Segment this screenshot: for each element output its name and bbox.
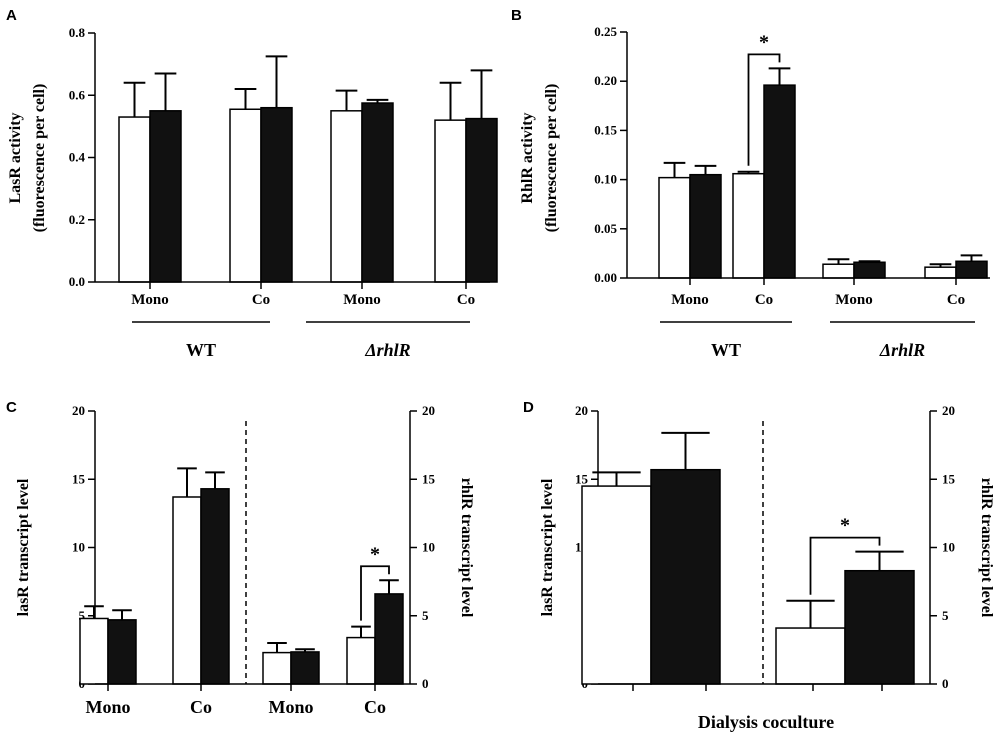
y-tick-label-right: 0 — [942, 676, 949, 691]
bar-white — [262, 651, 292, 685]
y-tick-label-left: 0.2 — [69, 212, 85, 227]
y-axis-label-left: lasR transcript level — [539, 478, 556, 616]
y-tick-label-left: 20 — [575, 403, 588, 418]
x-tick-label: Co — [947, 292, 965, 308]
y-tick-label-left: 0.25 — [594, 24, 617, 39]
y-tick-label-left: 0.15 — [594, 122, 617, 137]
bar-black — [955, 260, 988, 279]
bar-black — [844, 569, 915, 685]
group-label: WT — [186, 340, 216, 360]
x-tick-label: Mono — [86, 697, 131, 717]
y-tick-label-right: 10 — [942, 540, 955, 555]
significance-star: * — [840, 515, 850, 537]
significance-star: * — [370, 543, 380, 565]
y-axis-label-right: rhlR transcript level — [978, 478, 995, 618]
bar-white — [79, 617, 109, 685]
x-tick-label: Mono — [269, 697, 314, 717]
x-tick-label: Co — [364, 697, 386, 717]
significance-star: * — [759, 31, 769, 53]
panel-a: A 0.0 0.2 0.4 0.6 0.8 LasR activity (fluorescen… — [6, 7, 498, 360]
group-label: WT — [711, 340, 741, 360]
y-axis-label: RhlR activity — [519, 112, 536, 203]
bar-black — [200, 488, 230, 685]
x-tick-label: Mono — [835, 292, 873, 308]
x-tick-label: Mono — [343, 292, 381, 308]
y-tick-label-left: 10 — [72, 540, 85, 555]
panel-letter: B — [511, 7, 522, 24]
y-axis-label: LasR activity — [7, 112, 24, 203]
group-label: ΔrhlR — [364, 340, 410, 360]
bar-black — [290, 651, 320, 685]
bar-white — [581, 485, 652, 685]
bar-white — [658, 176, 691, 279]
bar-black — [374, 593, 404, 685]
significance-bracket — [809, 536, 881, 595]
y-tick-label-right: 5 — [942, 608, 949, 623]
bar-white — [229, 108, 262, 283]
bar-white — [172, 496, 202, 685]
y-tick-label-right: 5 — [422, 608, 429, 623]
x-tick-label: Co — [190, 697, 212, 717]
y-tick-label-left: 0.10 — [594, 172, 617, 187]
y-axis-label: (fluorescence per cell) — [31, 84, 48, 233]
x-tick-label: Mono — [131, 292, 169, 308]
y-tick-label-right: 10 — [422, 540, 435, 555]
bar-white — [118, 116, 151, 283]
panel-c: C0510152005101520lasR transcript levelrh… — [6, 399, 475, 717]
x-axis-label: Dialysis coculture — [698, 712, 834, 732]
bar-black — [361, 102, 394, 283]
y-tick-label-right: 15 — [942, 471, 956, 486]
bar-black — [763, 84, 796, 279]
y-axis-label-right: rhlR transcript level — [458, 478, 475, 618]
bar-white — [346, 636, 376, 685]
y-tick-label-left: 15 — [575, 471, 589, 486]
y-tick-label-left: 0.0 — [69, 274, 85, 289]
bar-black — [650, 468, 721, 685]
bar-black — [853, 261, 886, 279]
panel-d: D0510152005101520lasR transcript levelrh… — [523, 399, 995, 732]
bar-black — [149, 110, 182, 283]
panel-letter: D — [523, 399, 534, 416]
bar-white — [822, 263, 855, 279]
y-tick-label-left: 0.6 — [69, 87, 86, 102]
bar-white — [330, 110, 363, 283]
y-tick-label-right: 0 — [422, 676, 429, 691]
bar-white — [732, 172, 765, 279]
x-tick-label: Co — [252, 292, 270, 308]
x-tick-label: Co — [457, 292, 475, 308]
panel-b: B 0.00 0.05 0.10 0.15 0.20 0.25 RhlR activity (f… — [511, 7, 990, 360]
panel-letter: C — [6, 399, 17, 416]
y-tick-label-right: 20 — [942, 403, 955, 418]
y-tick-label-left: 0.00 — [594, 270, 617, 285]
y-tick-label-left: 5 — [79, 608, 86, 623]
y-tick-label-left: 0.20 — [594, 73, 617, 88]
y-tick-label-right: 20 — [422, 403, 435, 418]
y-axis-label: (fluorescence per cell) — [543, 84, 560, 233]
bar-white — [775, 627, 846, 685]
bar-black — [465, 117, 498, 283]
y-tick-label-right: 15 — [422, 471, 436, 486]
group-label: ΔrhlR — [879, 340, 925, 360]
bar-black — [260, 106, 293, 283]
y-axis-label-left: lasR transcript level — [15, 478, 32, 616]
significance-bracket — [747, 53, 781, 166]
bar-white — [924, 266, 957, 279]
y-tick-label-left: 20 — [72, 403, 85, 418]
panel-letter: A — [6, 7, 17, 24]
bar-black — [689, 173, 722, 279]
bar-black — [107, 619, 137, 685]
y-tick-label-left: 0.8 — [69, 25, 86, 40]
x-tick-label: Co — [755, 292, 773, 308]
bar-white — [434, 119, 467, 283]
y-tick-label-left: 0.05 — [594, 221, 617, 236]
y-tick-label-left: 0.4 — [69, 150, 86, 165]
y-tick-label-left: 15 — [72, 471, 86, 486]
significance-bracket — [360, 565, 390, 621]
x-tick-label: Mono — [671, 292, 709, 308]
